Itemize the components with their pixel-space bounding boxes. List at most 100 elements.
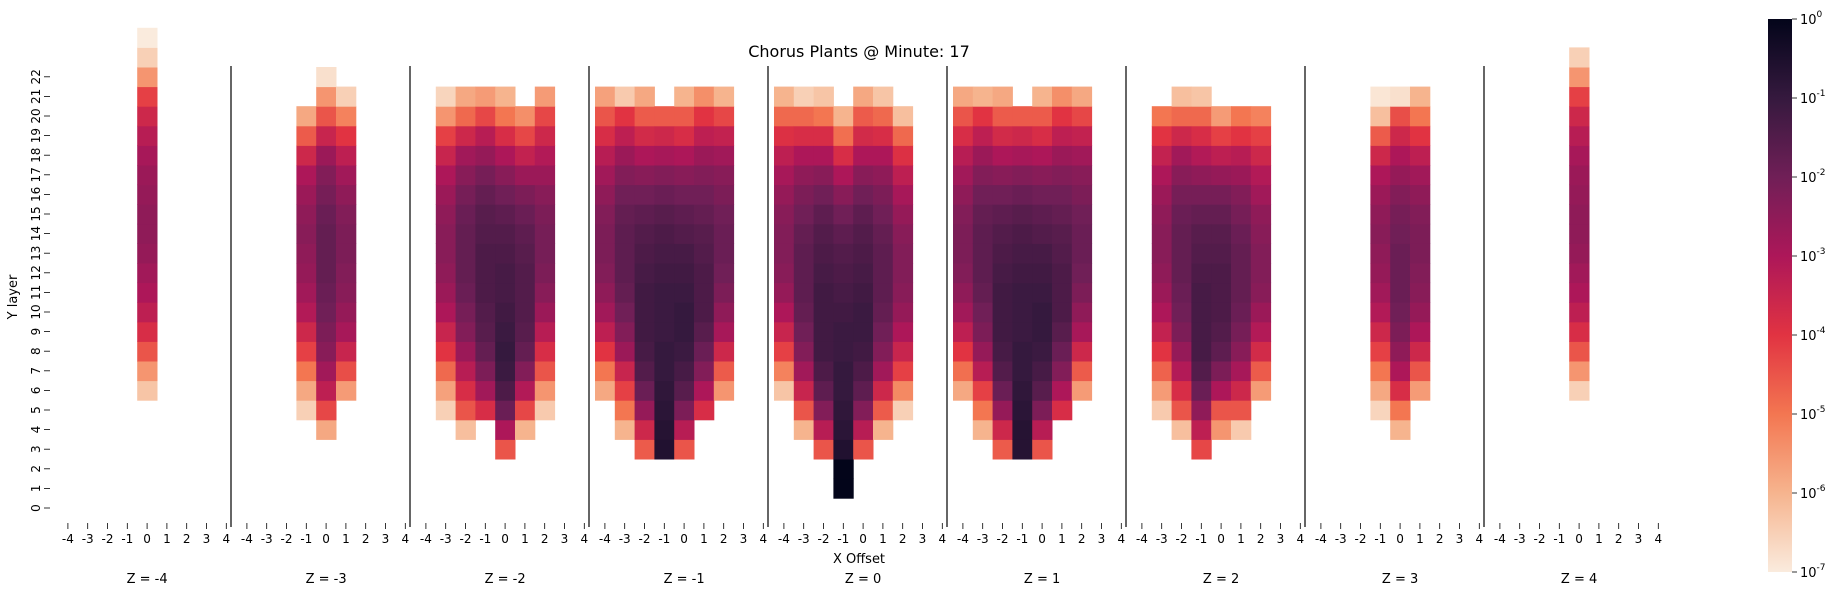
heatmap-cell: [595, 361, 616, 382]
heatmap-cell: [634, 380, 655, 401]
heatmap-cell: [694, 302, 715, 323]
heatmap-cell: [813, 86, 834, 107]
heatmap-cell: [1370, 106, 1391, 127]
heatmap-cell: [892, 223, 914, 244]
heatmap-cell: [1071, 125, 1093, 146]
heatmap-cell: [892, 380, 914, 401]
heatmap-cell: [1052, 165, 1073, 186]
heatmap-cell: [1171, 165, 1192, 186]
heatmap-cell: [137, 145, 158, 166]
heatmap-cell: [694, 86, 715, 107]
heatmap-cell: [953, 125, 974, 146]
x-tick-label: 1: [342, 532, 350, 546]
heatmap-cell: [534, 223, 556, 244]
heatmap-cell: [515, 282, 536, 303]
heatmap-cell: [455, 243, 476, 264]
heatmap-cell: [793, 361, 815, 382]
heatmap-cell: [1569, 165, 1590, 186]
panel-z-4: [1569, 47, 1590, 401]
heatmap-cell: [1370, 321, 1391, 342]
heatmap-cell: [1052, 106, 1073, 127]
colorbar-tick-label: 10-4: [1800, 326, 1826, 344]
heatmap-cell: [455, 400, 476, 421]
heatmap-cell: [992, 145, 1013, 166]
x-tick-label: -2: [281, 532, 293, 546]
heatmap-cell: [953, 165, 974, 186]
heatmap-cell: [1071, 106, 1093, 127]
heatmap-cell: [1151, 125, 1173, 146]
heatmap-cell: [1032, 165, 1053, 186]
heatmap-cell: [1250, 145, 1272, 166]
heatmap-cell: [1231, 184, 1252, 205]
heatmap-cell: [793, 419, 815, 440]
heatmap-cell: [713, 145, 735, 166]
heatmap-cell: [1171, 400, 1192, 421]
y-tick-label: 19: [29, 128, 43, 143]
heatmap-cell: [813, 204, 834, 225]
heatmap-cell: [595, 282, 616, 303]
heatmap-cell: [534, 263, 556, 284]
panel-z--2: [435, 86, 556, 460]
heatmap-cell: [873, 184, 894, 205]
heatmap-cell: [1012, 204, 1033, 225]
heatmap-cell: [1370, 204, 1391, 225]
heatmap-cell: [1569, 263, 1590, 284]
heatmap-cell: [495, 302, 516, 323]
heatmap-cell: [833, 243, 854, 264]
heatmap-cell: [1012, 341, 1033, 362]
heatmap-cell: [713, 321, 735, 342]
x-tick-label: 3: [1456, 532, 1464, 546]
heatmap-cell: [694, 400, 715, 421]
heatmap-cell: [793, 400, 815, 421]
heatmap-cell: [774, 106, 795, 127]
heatmap-cell: [137, 86, 158, 107]
heatmap-cell: [1390, 184, 1411, 205]
heatmap-cell: [296, 184, 317, 205]
heatmap-cell: [892, 321, 914, 342]
heatmap-cell: [1370, 380, 1391, 401]
heatmap-cell: [614, 223, 636, 244]
heatmap-cell: [137, 223, 158, 244]
heatmap-cell: [992, 439, 1013, 460]
heatmap-cell: [1191, 145, 1212, 166]
heatmap-cell: [495, 400, 516, 421]
heatmap-cell: [1191, 263, 1212, 284]
heatmap-cell: [495, 282, 516, 303]
heatmap-cell: [813, 400, 834, 421]
heatmap-cell: [774, 204, 795, 225]
heatmap-cell: [1250, 263, 1272, 284]
heatmap-cell: [1370, 223, 1391, 244]
heatmap-cell: [534, 184, 556, 205]
heatmap-cell: [435, 243, 457, 264]
heatmap-cell: [455, 419, 476, 440]
heatmap-cell: [316, 361, 337, 382]
heatmap-cell: [953, 302, 974, 323]
heatmap-cell: [972, 282, 994, 303]
heatmap-cell: [296, 341, 317, 362]
heatmap-cell: [1032, 400, 1053, 421]
heatmap-cell: [475, 86, 496, 107]
heatmap-cell: [992, 86, 1013, 107]
heatmap-cell: [1569, 86, 1590, 107]
heatmap-cell: [1250, 380, 1272, 401]
x-tick-label: 4: [1117, 532, 1125, 546]
heatmap-cell: [1231, 263, 1252, 284]
heatmap-cell: [873, 263, 894, 284]
heatmap-cell: [435, 145, 457, 166]
heatmap-cell: [534, 165, 556, 186]
heatmap-cell: [1569, 302, 1590, 323]
heatmap-cell: [953, 106, 974, 127]
heatmap-cell: [1071, 263, 1093, 284]
heatmap-cell: [435, 184, 457, 205]
heatmap-cell: [1390, 106, 1411, 127]
x-tick-label: 2: [720, 532, 728, 546]
heatmap-cell: [972, 361, 994, 382]
heatmap-cell: [1032, 282, 1053, 303]
heatmap-cell: [495, 165, 516, 186]
heatmap-cell: [1012, 282, 1033, 303]
heatmap-cell: [475, 223, 496, 244]
heatmap-cell: [316, 419, 337, 440]
heatmap-cell: [992, 419, 1013, 440]
colorbar: 10-7 10-6 10-5 10-4 10-3 10-2 10-1 100: [1768, 10, 1826, 581]
heatmap-cell: [1231, 243, 1252, 264]
